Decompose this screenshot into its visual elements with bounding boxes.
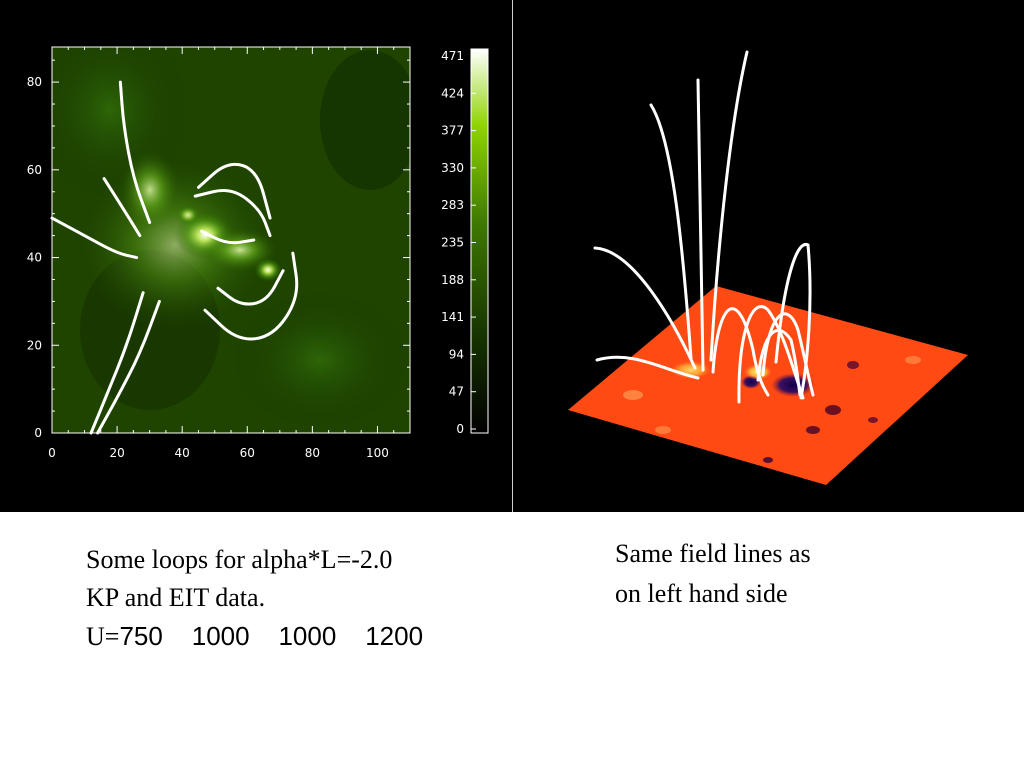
colorbar-tick-label: 330 xyxy=(441,161,464,175)
heatmap-svg: 0 20 40 60 80 100 0 20 40 60 80 471 424 377 330 283 235… xyxy=(27,46,489,460)
colorbar-tick-label: 94 xyxy=(449,347,464,361)
axis-ticks: 0 20 40 60 80 100 0 20 40 60 80 xyxy=(27,47,411,460)
field-lines xyxy=(50,80,299,435)
left-caption-line3: U=750 1000 1000 1200 xyxy=(86,617,566,656)
surface-3d-panel xyxy=(513,0,1024,512)
left-caption-line2: KP and EIT data. xyxy=(86,583,266,612)
x-tick-label: 0 xyxy=(48,446,56,460)
x-tick-label: 80 xyxy=(305,446,320,460)
field-line xyxy=(193,189,272,238)
y-tick-label: 20 xyxy=(27,338,42,352)
field-line xyxy=(200,229,256,245)
right-caption-line1: Same field lines as xyxy=(615,539,811,568)
colorbar-tick-label: 47 xyxy=(449,385,464,399)
field-line xyxy=(50,216,139,260)
y-tick-label: 40 xyxy=(27,251,42,265)
colorbar-tick-label: 141 xyxy=(441,310,464,324)
heatmap-image xyxy=(52,47,410,433)
u-prefix: U= xyxy=(86,622,120,651)
panel-divider xyxy=(512,0,513,512)
u-values: 750 1000 1000 1200 xyxy=(119,621,424,651)
field-line xyxy=(118,80,152,224)
x-tick-label: 100 xyxy=(366,446,389,460)
right-caption-line2: on left hand side xyxy=(615,579,788,608)
y-tick-label: 80 xyxy=(27,75,42,89)
colorbar-tick-label: 377 xyxy=(441,124,464,138)
colorbar-tick-label: 0 xyxy=(456,422,464,436)
surface-3d-svg xyxy=(568,50,968,485)
colorbar xyxy=(470,48,489,434)
colorbar-tick-label: 424 xyxy=(441,86,464,100)
colorbar-tick-label: 188 xyxy=(441,273,464,287)
y-tick-label: 60 xyxy=(27,163,42,177)
left-caption: Some loops for alpha*L=-2.0 KP and EIT d… xyxy=(86,541,566,656)
surface-field-lines xyxy=(593,50,815,404)
x-tick-label: 40 xyxy=(175,446,190,460)
field-line xyxy=(89,291,145,435)
field-line xyxy=(216,269,285,306)
x-tick-label: 20 xyxy=(109,446,124,460)
colorbar-tick-label: 235 xyxy=(441,236,464,250)
field-line xyxy=(196,162,272,220)
colorbar-tick-label: 471 xyxy=(441,49,464,63)
y-tick-label: 0 xyxy=(34,426,42,440)
field-line xyxy=(102,177,142,238)
heatmap-panel: 0 20 40 60 80 100 0 20 40 60 80 471 424 377 330 283 235… xyxy=(0,0,512,512)
surface-plane xyxy=(568,286,968,485)
right-caption: Same field lines as on left hand side xyxy=(615,534,945,614)
left-caption-line1: Some loops for alpha*L=-2.0 xyxy=(86,545,393,574)
field-line xyxy=(203,251,299,341)
field-line xyxy=(96,299,161,435)
colorbar-tick-label: 283 xyxy=(441,198,464,212)
colorbar-ticks: 471 424 377 330 283 235 188 141 94 47 0 xyxy=(441,49,476,436)
x-tick-label: 60 xyxy=(240,446,255,460)
